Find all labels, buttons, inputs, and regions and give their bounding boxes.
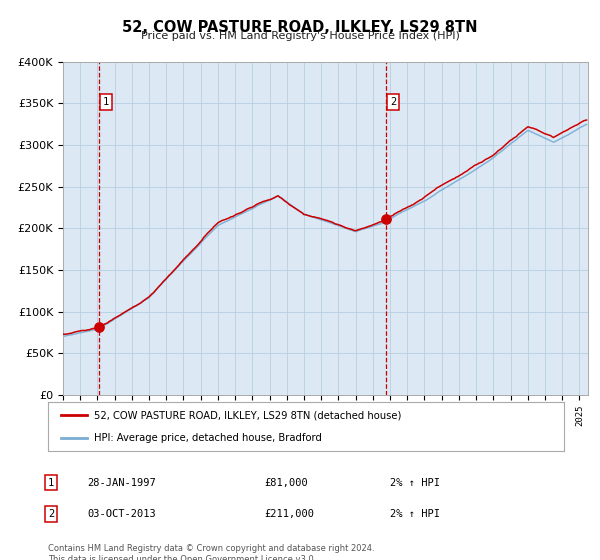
Text: 52, COW PASTURE ROAD, ILKLEY, LS29 8TN: 52, COW PASTURE ROAD, ILKLEY, LS29 8TN xyxy=(122,20,478,35)
Text: HPI: Average price, detached house, Bradford: HPI: Average price, detached house, Brad… xyxy=(94,433,322,444)
Text: 1: 1 xyxy=(48,478,54,488)
Point xyxy=(94,323,103,332)
Text: 52, COW PASTURE ROAD, ILKLEY, LS29 8TN (detached house): 52, COW PASTURE ROAD, ILKLEY, LS29 8TN (… xyxy=(94,410,402,421)
Text: £81,000: £81,000 xyxy=(264,478,308,488)
Text: Contains HM Land Registry data © Crown copyright and database right 2024.
This d: Contains HM Land Registry data © Crown c… xyxy=(48,544,374,560)
Point xyxy=(381,214,391,223)
Text: 2: 2 xyxy=(48,509,54,519)
Text: 2: 2 xyxy=(390,97,396,107)
Text: 03-OCT-2013: 03-OCT-2013 xyxy=(87,509,156,519)
Text: £211,000: £211,000 xyxy=(264,509,314,519)
Text: 1: 1 xyxy=(103,97,109,107)
Text: Price paid vs. HM Land Registry's House Price Index (HPI): Price paid vs. HM Land Registry's House … xyxy=(140,31,460,41)
Text: 2% ↑ HPI: 2% ↑ HPI xyxy=(390,509,440,519)
Text: 2% ↑ HPI: 2% ↑ HPI xyxy=(390,478,440,488)
Text: 28-JAN-1997: 28-JAN-1997 xyxy=(87,478,156,488)
